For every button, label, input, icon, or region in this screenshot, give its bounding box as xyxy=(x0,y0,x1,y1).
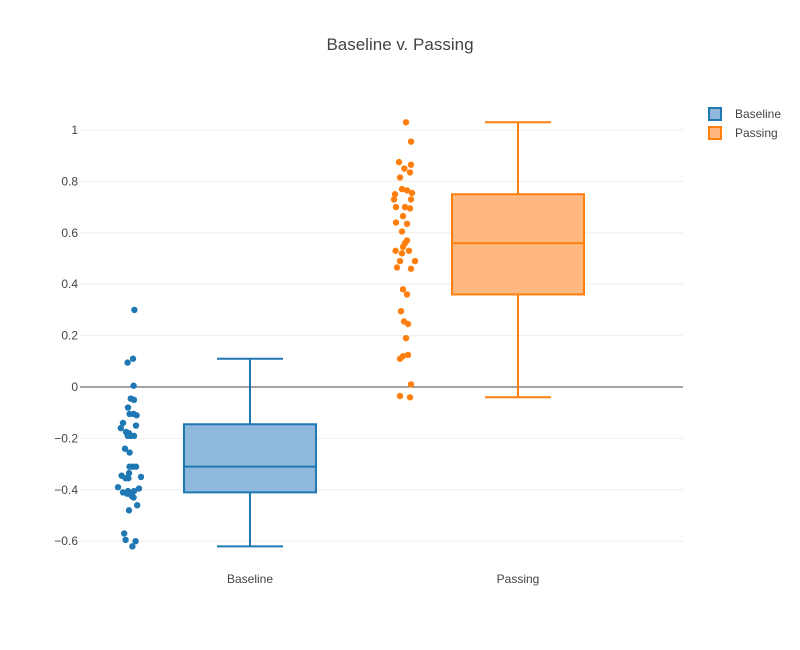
data-point xyxy=(130,396,138,404)
data-point xyxy=(130,382,137,389)
data-point xyxy=(401,165,408,172)
legend-label: Baseline xyxy=(735,107,781,121)
data-point xyxy=(117,424,125,432)
data-point xyxy=(122,536,129,544)
data-point xyxy=(133,412,140,419)
data-point xyxy=(405,247,413,254)
data-point xyxy=(126,449,133,456)
x-category-label: Baseline xyxy=(227,572,273,586)
data-point xyxy=(391,191,399,198)
data-point xyxy=(403,291,411,298)
data-point xyxy=(398,228,406,235)
data-point xyxy=(411,257,419,265)
legend[interactable]: Baseline Passing xyxy=(708,107,781,140)
data-point xyxy=(124,404,132,411)
iqr-box xyxy=(451,193,585,296)
data-point xyxy=(395,158,403,166)
data-point xyxy=(125,507,133,514)
legend-swatch xyxy=(708,126,722,140)
data-point xyxy=(399,212,407,220)
data-point xyxy=(401,203,409,211)
data-points xyxy=(114,119,419,550)
data-point xyxy=(407,265,415,272)
data-point xyxy=(125,469,133,477)
data-point xyxy=(129,543,136,550)
data-point xyxy=(402,334,410,342)
data-point xyxy=(407,161,415,168)
data-point xyxy=(119,419,127,427)
data-point xyxy=(121,445,129,452)
data-point xyxy=(132,538,139,545)
data-point xyxy=(114,484,122,491)
y-tick-label: −0.4 xyxy=(54,483,78,497)
y-tick-label: 0.8 xyxy=(61,174,78,188)
data-point xyxy=(396,392,404,400)
data-point xyxy=(403,220,411,228)
iqr-box xyxy=(183,423,317,494)
data-point xyxy=(135,485,143,492)
data-point xyxy=(396,355,404,362)
boxes xyxy=(183,121,585,548)
data-point xyxy=(128,493,136,500)
data-point xyxy=(398,250,406,257)
data-point xyxy=(393,264,401,271)
data-point xyxy=(392,247,399,254)
data-point xyxy=(402,119,410,126)
data-point xyxy=(408,189,416,197)
data-point xyxy=(129,355,137,362)
chart-title: Baseline v. Passing xyxy=(326,35,473,54)
y-tick-label: 1 xyxy=(71,123,78,137)
y-tick-label: −0.6 xyxy=(54,534,78,548)
y-tick-label: 0.2 xyxy=(61,329,78,343)
legend-item-passing[interactable]: Passing xyxy=(708,126,778,140)
data-point xyxy=(406,169,414,176)
data-point xyxy=(397,307,405,315)
data-point xyxy=(396,257,404,265)
data-point xyxy=(406,394,414,401)
legend-swatch xyxy=(708,107,722,121)
y-tick-label: −0.2 xyxy=(54,431,78,445)
data-point xyxy=(407,196,415,203)
data-point xyxy=(124,432,131,440)
data-point xyxy=(125,475,132,482)
data-point xyxy=(403,187,411,194)
data-point xyxy=(134,502,141,509)
y-tick-label: 0.6 xyxy=(61,226,78,240)
data-point xyxy=(407,381,415,388)
data-point xyxy=(399,286,407,293)
data-point xyxy=(406,205,414,212)
data-point xyxy=(137,473,145,481)
data-point xyxy=(392,203,400,211)
data-point xyxy=(123,490,131,497)
data-point xyxy=(132,463,140,470)
data-point xyxy=(396,174,404,181)
data-point xyxy=(399,243,407,251)
legend-label: Passing xyxy=(735,126,778,140)
data-point xyxy=(404,320,412,328)
x-category-label: Passing xyxy=(497,572,540,586)
data-point xyxy=(407,138,415,145)
data-point xyxy=(390,196,398,203)
y-axis-ticks: −0.6 −0.4 −0.2 0 0.2 0.4 0.6 0.8 1 xyxy=(54,123,78,548)
data-point xyxy=(126,463,133,470)
data-point xyxy=(124,359,131,366)
data-point xyxy=(121,530,128,537)
x-axis-categories: Baseline Passing xyxy=(227,572,539,586)
data-point xyxy=(392,219,400,226)
data-point xyxy=(404,351,412,359)
data-point xyxy=(398,185,406,193)
y-tick-label: 0.4 xyxy=(61,277,78,291)
data-point xyxy=(131,306,138,314)
gridlines xyxy=(80,129,683,542)
legend-item-baseline[interactable]: Baseline xyxy=(708,107,781,121)
y-tick-label: 0 xyxy=(71,380,78,394)
data-point xyxy=(132,422,140,429)
